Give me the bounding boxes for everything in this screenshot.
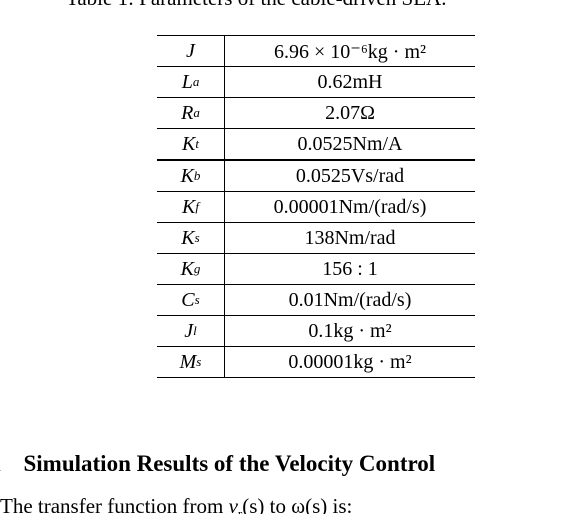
subscript: s [196,354,202,369]
symbol: K [180,164,194,187]
symbol: R [181,101,194,124]
value-cell: 0.00001kg · m² [288,350,412,373]
value-cell: 2.07Ω [325,101,375,124]
subscript: l [193,323,197,338]
subscript: a [193,105,200,120]
value-cell: 0.0525Vs/rad [295,164,405,187]
subscript: a [192,74,200,89]
value-cell: 6.96 × 10⁻⁶kg · m² [273,40,427,63]
symbol: L [181,70,193,93]
subscript: b [193,168,201,183]
value-cell: 0.62mH [317,70,383,93]
symbol: K [181,226,195,249]
variable: v [228,494,238,514]
symbol: J [184,319,194,342]
section-number: 1 [0,451,2,476]
symbol: C [181,288,195,311]
table-row: J 6.96 × 10⁻⁶kg · m² [157,36,475,67]
value-cell: 138Nm/rad [304,226,396,249]
text: (s) to ω(s) is: [242,494,353,514]
subscript: s [194,292,200,307]
text: The transfer function from [0,494,229,514]
table-caption: Table 1: Parameters of the cable-driven … [66,0,446,11]
symbol: K [182,195,196,218]
section-title: Simulation Results of the Velocity Contr… [23,451,436,476]
symbol: J [186,39,195,62]
subscript: g [193,261,201,276]
subscript: s [194,230,200,245]
value-cell: 0.01Nm/(rad/s) [288,288,412,311]
symbol-cell: J [157,36,225,66]
paragraph: The transfer function from vr(s) to ω(s)… [0,494,352,514]
value-cell: 0.1kg · m² [308,319,392,342]
symbol: M [179,350,197,373]
value-cell: 0.0525Nm/A [297,132,403,155]
subscript: r [237,506,243,514]
value-cell: 156 : 1 [322,257,378,280]
subscript: f [195,199,199,214]
subscript: t [195,136,199,151]
symbol: K [180,257,194,280]
value-cell: 0.00001Nm/(rad/s) [273,195,427,218]
section-heading: 1 Simulation Results of the Velocity Cont… [0,451,435,477]
symbol: K [182,132,196,155]
